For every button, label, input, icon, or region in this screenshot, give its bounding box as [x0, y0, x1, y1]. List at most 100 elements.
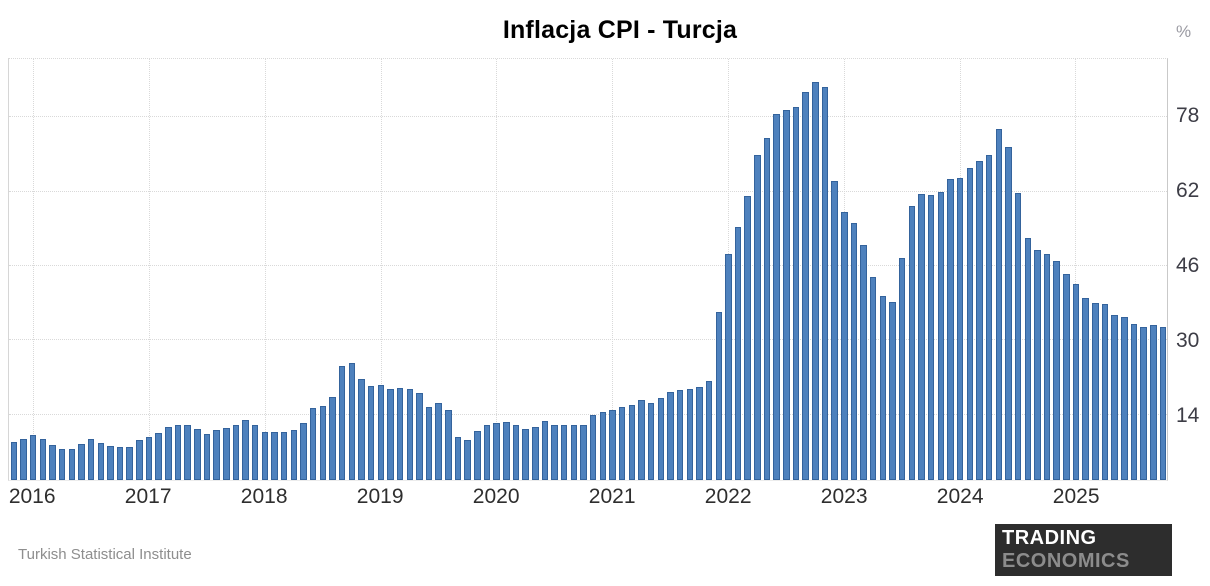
bar-2024-11[interactable]: [1053, 260, 1060, 480]
bar-2020-12[interactable]: [599, 412, 607, 480]
bar-2015-12[interactable]: [20, 439, 27, 480]
bar-2023-08[interactable]: [908, 205, 916, 480]
bar-2021-07[interactable]: [667, 391, 674, 480]
bar-2020-08[interactable]: [561, 425, 568, 480]
bar-2018-01[interactable]: [261, 431, 269, 480]
bar-2017-05[interactable]: [184, 425, 191, 480]
bar-2018-02[interactable]: [271, 432, 278, 480]
bar-2023-11[interactable]: [937, 191, 945, 480]
bar-2025-05[interactable]: [1111, 315, 1118, 480]
bar-2017-10[interactable]: [232, 424, 240, 480]
bar-2021-04[interactable]: [638, 400, 645, 480]
bar-2020-03[interactable]: [512, 424, 520, 480]
bar-2016-02[interactable]: [39, 439, 47, 480]
bar-2016-09[interactable]: [107, 446, 114, 480]
bar-2023-02[interactable]: [850, 223, 858, 480]
bar-2023-12[interactable]: [947, 178, 954, 480]
bar-2020-07[interactable]: [551, 425, 558, 480]
bar-2025-08[interactable]: [1140, 326, 1147, 480]
bar-2018-11[interactable]: [358, 379, 365, 480]
bar-2023-01[interactable]: [841, 211, 848, 480]
bar-2019-04[interactable]: [406, 389, 413, 480]
trading-economics-logo[interactable]: TRADING ECONOMICS: [995, 524, 1172, 576]
bar-2023-03[interactable]: [860, 245, 867, 480]
bar-2018-04[interactable]: [290, 429, 298, 480]
bar-2021-05[interactable]: [647, 402, 655, 480]
bar-2016-01[interactable]: [29, 435, 37, 480]
bar-2024-09[interactable]: [1034, 250, 1041, 480]
bar-2022-10[interactable]: [812, 82, 819, 480]
bar-2018-08[interactable]: [329, 396, 336, 480]
bar-2018-05[interactable]: [300, 423, 307, 480]
bar-2024-12[interactable]: [1063, 273, 1070, 480]
bar-2016-07[interactable]: [87, 439, 95, 480]
bar-2016-10[interactable]: [116, 446, 124, 480]
bar-2016-03[interactable]: [49, 445, 56, 480]
bar-2022-12[interactable]: [831, 181, 838, 480]
bar-2024-04[interactable]: [985, 155, 993, 480]
bar-2017-02[interactable]: [155, 432, 162, 480]
bar-2022-07[interactable]: [783, 109, 790, 480]
bar-2022-05[interactable]: [763, 138, 771, 480]
bar-2025-07[interactable]: [1130, 324, 1138, 480]
bar-2023-05[interactable]: [879, 295, 887, 480]
bar-2018-06[interactable]: [309, 408, 317, 480]
bar-2019-01[interactable]: [377, 385, 384, 480]
bar-2021-10[interactable]: [696, 387, 703, 480]
bar-2018-12[interactable]: [367, 385, 375, 480]
bar-2017-04[interactable]: [174, 424, 182, 480]
bar-2021-09[interactable]: [686, 388, 693, 480]
bar-2024-03[interactable]: [976, 161, 983, 480]
bar-2022-01[interactable]: [725, 253, 732, 480]
bar-2021-12[interactable]: [715, 312, 722, 480]
bar-2022-08[interactable]: [792, 106, 800, 480]
bar-2024-06[interactable]: [1005, 146, 1012, 480]
bar-2016-08[interactable]: [97, 442, 104, 480]
bar-2017-07[interactable]: [203, 434, 211, 480]
bar-2019-12[interactable]: [483, 424, 491, 480]
bar-2023-07[interactable]: [898, 257, 906, 480]
bar-2015-11[interactable]: [10, 442, 18, 480]
bar-2019-08[interactable]: [445, 410, 452, 480]
bar-2020-05[interactable]: [532, 427, 539, 480]
bar-2019-06[interactable]: [425, 406, 433, 480]
bar-2019-05[interactable]: [416, 392, 423, 480]
bar-2023-04[interactable]: [870, 276, 877, 480]
bar-2025-01[interactable]: [1072, 284, 1080, 480]
bar-2019-07[interactable]: [435, 402, 442, 480]
bar-2021-02[interactable]: [618, 407, 626, 480]
bar-2016-12[interactable]: [136, 440, 143, 480]
bar-2024-05[interactable]: [995, 129, 1002, 480]
bar-2020-10[interactable]: [580, 424, 587, 480]
bar-2019-03[interactable]: [396, 388, 404, 480]
bar-2022-06[interactable]: [773, 114, 780, 480]
bar-2021-11[interactable]: [705, 380, 713, 480]
bar-2017-08[interactable]: [213, 430, 220, 480]
bar-2016-05[interactable]: [68, 449, 75, 480]
bar-2021-08[interactable]: [676, 390, 684, 480]
bar-2025-10[interactable]: [1159, 327, 1167, 480]
bar-2017-09[interactable]: [223, 427, 230, 480]
bar-2023-09[interactable]: [918, 193, 925, 480]
bar-2022-04[interactable]: [754, 154, 761, 480]
bar-2025-04[interactable]: [1101, 303, 1109, 480]
bar-2021-06[interactable]: [657, 398, 665, 480]
bar-2020-02[interactable]: [503, 422, 510, 480]
bar-2016-06[interactable]: [78, 444, 85, 480]
bar-2018-10[interactable]: [348, 362, 356, 480]
bar-2019-02[interactable]: [387, 388, 394, 480]
bar-2016-11[interactable]: [126, 447, 133, 480]
bar-2023-10[interactable]: [927, 194, 935, 480]
bar-2024-07[interactable]: [1014, 192, 1022, 480]
bar-2020-01[interactable]: [493, 423, 500, 480]
bar-2025-06[interactable]: [1121, 316, 1128, 480]
bar-2024-01[interactable]: [956, 178, 964, 480]
bar-2022-02[interactable]: [734, 226, 742, 480]
bar-2019-10[interactable]: [464, 440, 471, 480]
bar-2017-11[interactable]: [242, 419, 249, 480]
bar-2016-04[interactable]: [58, 449, 66, 480]
bar-2025-02[interactable]: [1082, 298, 1089, 480]
bar-2022-03[interactable]: [744, 195, 751, 480]
bar-2020-04[interactable]: [522, 429, 529, 480]
bar-2017-06[interactable]: [194, 429, 201, 480]
